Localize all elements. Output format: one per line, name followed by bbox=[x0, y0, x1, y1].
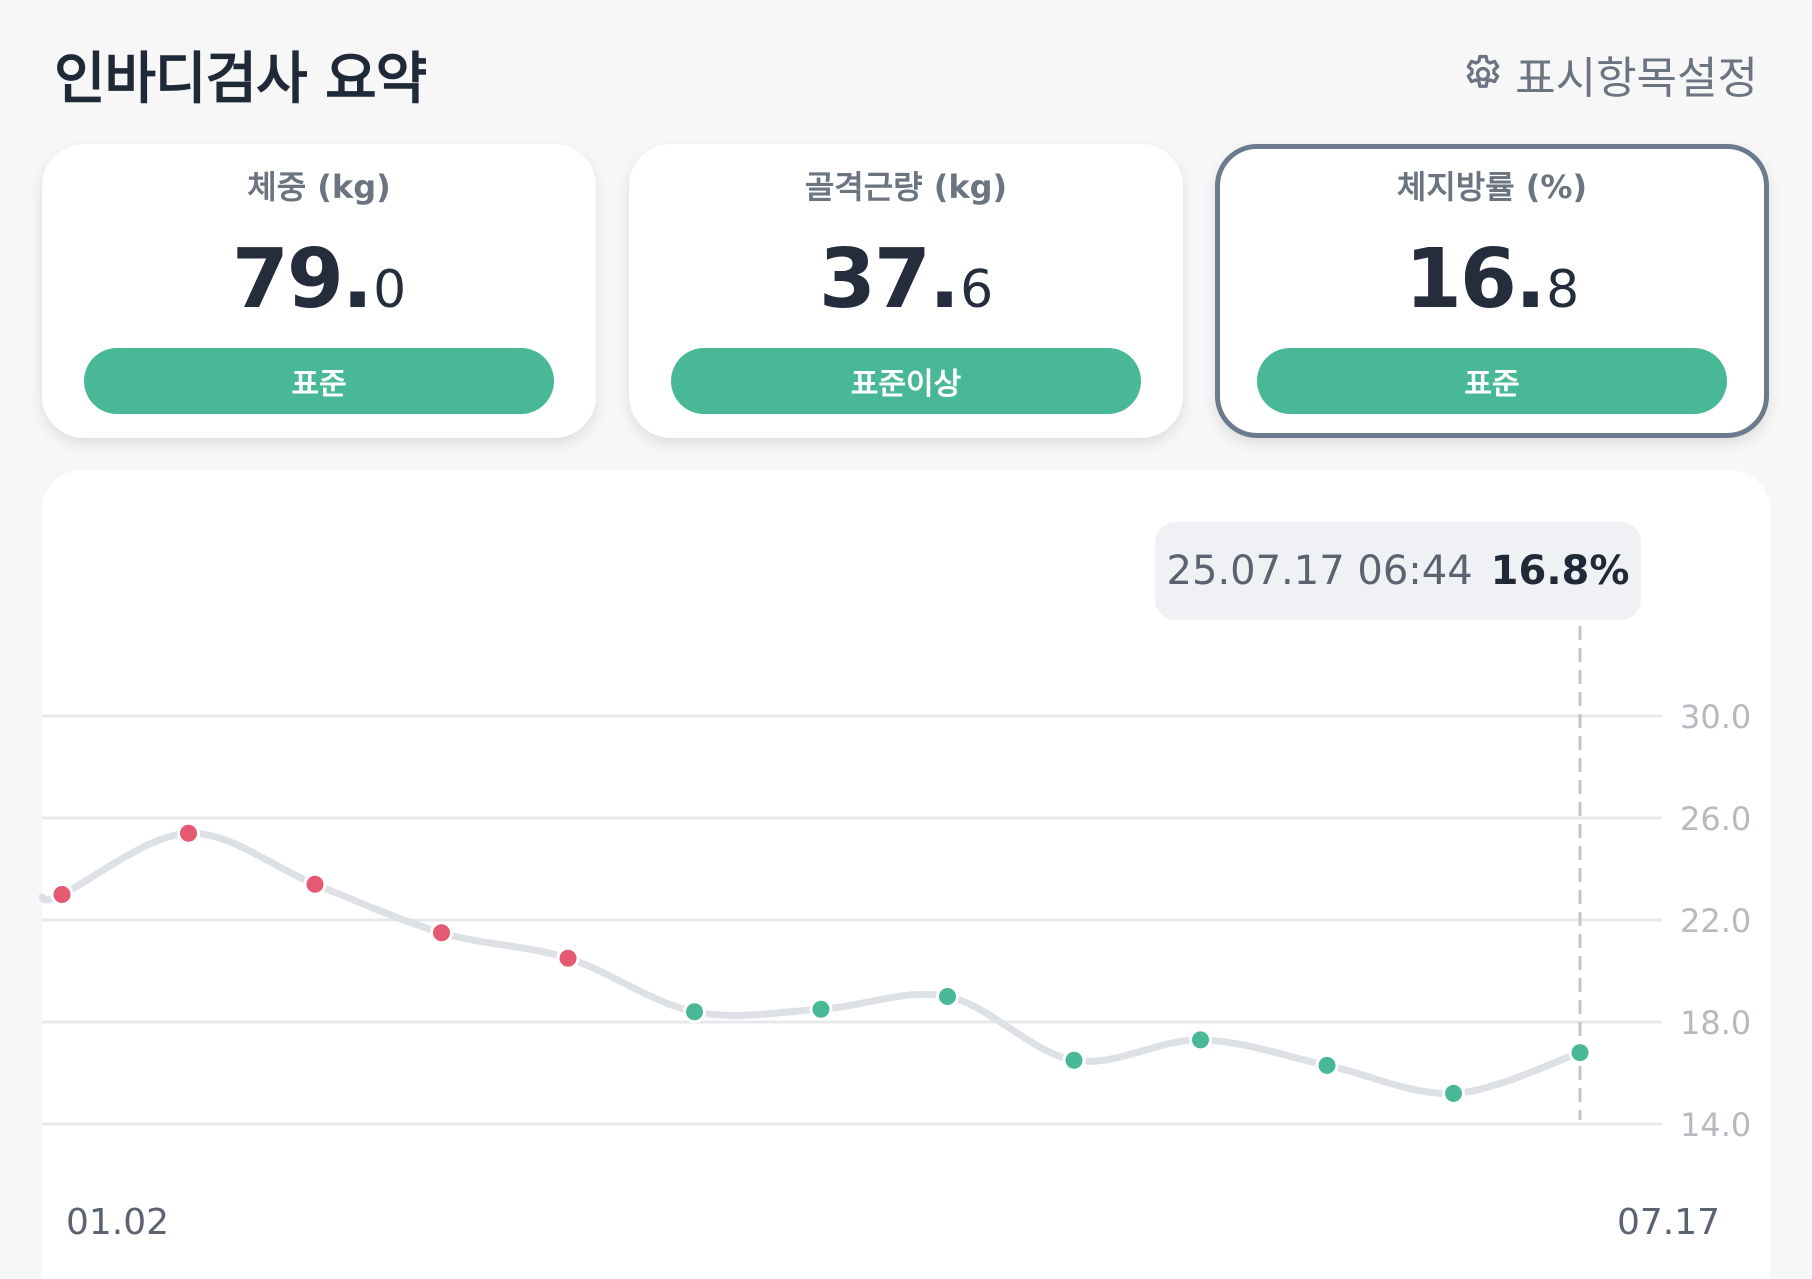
data-point bbox=[1568, 1041, 1592, 1065]
y-tick-label: 14.0 bbox=[1680, 1106, 1751, 1144]
data-point bbox=[1442, 1081, 1465, 1105]
y-tick-label: 26.0 bbox=[1680, 800, 1751, 838]
metric-card-value: 79.0 bbox=[231, 232, 407, 327]
data-point bbox=[1189, 1028, 1212, 1052]
metric-card-label: 체중 (kg) bbox=[247, 168, 391, 206]
y-tick-label: 30.0 bbox=[1680, 698, 1751, 736]
metric-card-value: 37.6 bbox=[818, 232, 994, 327]
display-settings-button[interactable]: 표시항목설정 bbox=[1461, 42, 1758, 106]
metric-value-integer: 37 bbox=[818, 232, 931, 327]
page-title: 인바디검사 요약 bbox=[54, 47, 427, 112]
data-point bbox=[1315, 1053, 1339, 1077]
tooltip-value: 16.8% bbox=[1490, 548, 1630, 594]
data-point bbox=[936, 985, 959, 1008]
tooltip-date: 25.07.17 06:44 bbox=[1166, 548, 1473, 594]
metric-card-label: 골격근량 (kg) bbox=[804, 168, 1008, 206]
metric-value-integer: 79 bbox=[231, 232, 344, 327]
status-badge: 표준 bbox=[84, 348, 554, 414]
data-point bbox=[809, 997, 833, 1021]
display-settings-label: 표시항목설정 bbox=[1515, 53, 1758, 104]
metric-value-integer: 16 bbox=[1404, 232, 1517, 327]
metric-card-label: 체지방률 (%) bbox=[1396, 168, 1588, 206]
data-point bbox=[683, 1000, 706, 1024]
trend-line bbox=[38, 829, 1584, 1097]
metric-card-value: 16.8 bbox=[1404, 232, 1580, 327]
chart-tooltip: 25.07.17 06:44 16.8% bbox=[1155, 522, 1641, 620]
data-point bbox=[556, 946, 580, 970]
metric-value-decimal: 0 bbox=[373, 260, 407, 320]
metric-value-decimal: 6 bbox=[960, 260, 994, 320]
data-point bbox=[1062, 1048, 1086, 1072]
data-point bbox=[177, 821, 200, 845]
metric-card-skeletal-muscle[interactable]: 골격근량 (kg) 37.6 표준이상 bbox=[629, 144, 1183, 438]
data-point bbox=[303, 872, 327, 896]
metric-value-decimal: 8 bbox=[1546, 260, 1580, 320]
x-axis-end-label: 07.17 bbox=[1617, 1202, 1721, 1243]
status-badge: 표준 bbox=[1257, 348, 1727, 414]
data-point bbox=[50, 883, 74, 906]
status-badge: 표준이상 bbox=[671, 348, 1141, 414]
metric-card-weight[interactable]: 체중 (kg) 79.0 표준 bbox=[42, 144, 596, 438]
gear-icon bbox=[1466, 54, 1500, 88]
metric-card-body-fat[interactable]: 체지방률 (%) 16.8 표준 bbox=[1215, 144, 1769, 438]
y-tick-label: 18.0 bbox=[1680, 1004, 1751, 1042]
data-point bbox=[430, 921, 453, 945]
x-axis-start-label: 01.02 bbox=[66, 1202, 170, 1243]
y-tick-label: 22.0 bbox=[1680, 902, 1751, 940]
